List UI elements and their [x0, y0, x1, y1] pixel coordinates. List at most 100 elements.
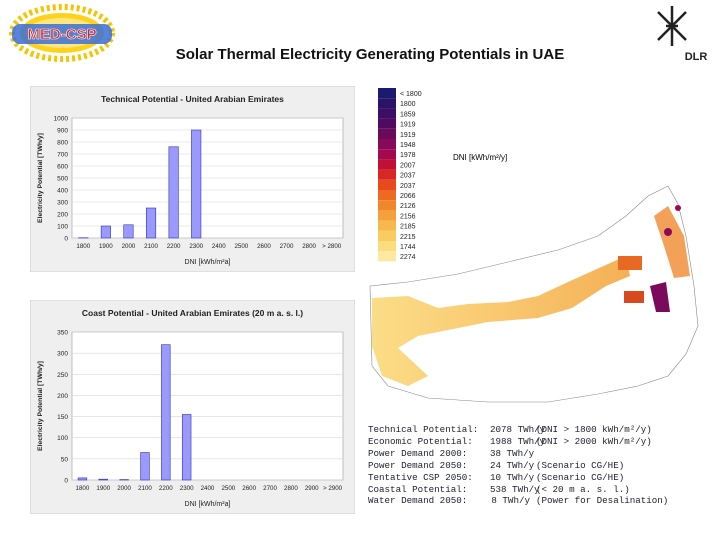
stat-row: Power Demand 2050: 24 TWh/y (Scenario CG/H… [368, 460, 713, 472]
y-tick-label: 350 [57, 330, 68, 337]
legend-label: 2215 [400, 234, 416, 241]
x-tick-label: 2600 [257, 243, 271, 250]
stat-label: Technical Potential: [368, 424, 479, 435]
y-tick-label: 900 [57, 128, 68, 135]
bar-1800 [77, 477, 88, 481]
coast-potential-chart: Coast Potential - United Arabian Emirate… [29, 299, 356, 515]
y-tick-label: 100 [57, 224, 68, 231]
legend-label: 2037 [400, 183, 416, 190]
potential-statistics: Technical Potential: 2078 TWh/y (DNI > 180… [368, 424, 713, 507]
stat-label: Water Demand 2050: [368, 495, 468, 507]
central-dni-patch [624, 291, 644, 303]
legend-label: 2185 [400, 224, 416, 231]
stat-label: Power Demand 2000: [368, 447, 468, 459]
bar-2200 [168, 146, 179, 239]
x-tick-label: 2500 [234, 243, 248, 250]
technical-potential-svg: Technical Potential - United Arabian Emi… [29, 85, 356, 273]
x-tick-label: 2500 [221, 485, 235, 492]
stat-value: 2078 TWh/y [490, 424, 546, 435]
y-tick-label: 1000 [54, 116, 69, 123]
legend-swatch [378, 210, 396, 221]
legend-swatch [378, 159, 396, 170]
stat-row: Tentative CSP 2050: 10 TWh/y (Scenario CG/… [368, 472, 713, 484]
dni-legend-title: DNI [kWh/m²/y] [453, 153, 508, 162]
bar-1900 [100, 225, 111, 239]
x-tick-label: 2300 [189, 243, 203, 250]
dlr-text: DLR [685, 51, 708, 63]
uae-outline [369, 185, 699, 403]
x-tick-label: 2200 [159, 485, 173, 492]
legend-label: 2156 [400, 213, 416, 220]
stat-value: 538 TWh/y [490, 483, 540, 495]
stat-note: (Scenario CG/HE) [536, 471, 625, 483]
legend-label: 1744 [400, 244, 416, 251]
x-tick-label: > 2900 [323, 485, 343, 492]
bar-2200 [161, 344, 171, 481]
stat-note: (Power for Desalination) [536, 495, 669, 507]
x-tick-label: 2800 [284, 485, 298, 492]
y-tick-label: 0 [64, 236, 68, 243]
y-axis-label: Electricity Potential [TWh/y] [37, 361, 44, 451]
x-tick-label: 2100 [144, 243, 158, 250]
legend-swatch [378, 241, 396, 252]
legend-label: 1919 [400, 122, 416, 129]
logo-band [12, 24, 112, 44]
x-tick-label: 1900 [99, 243, 113, 250]
legend-swatch [378, 200, 396, 211]
x-tick-label: 2700 [280, 243, 294, 250]
y-axis-label: Electricity Potential [TWh/y] [37, 133, 44, 223]
legend-label: 1948 [400, 142, 416, 149]
x-tick-label: 2600 [242, 485, 256, 492]
x-tick-label: 2000 [122, 243, 136, 250]
x-axis-label: DNI [kWh/m²a] [185, 259, 231, 266]
technical-potential-chart: Technical Potential - United Arabian Emi… [29, 85, 356, 273]
legend-label: 2007 [400, 162, 416, 169]
y-tick-label: 0 [64, 478, 68, 485]
x-tick-label: 2900 [305, 485, 319, 492]
legend-swatch [378, 220, 396, 231]
logo-text: MED-CSP [27, 26, 96, 43]
x-tick-label: > 2800 [322, 243, 342, 250]
bar-2300 [191, 129, 202, 239]
legend-label: < 1800 [400, 91, 422, 98]
y-tick-label: 300 [57, 200, 68, 207]
x-tick-label: 2700 [263, 485, 277, 492]
x-tick-label: 2800 [302, 243, 316, 250]
x-tick-label: 2100 [138, 485, 152, 492]
legend-swatch [378, 149, 396, 160]
page-title: Solar Thermal Electricity Generating Pot… [175, 46, 565, 63]
legend-label: 2066 [400, 193, 416, 200]
y-tick-label: 200 [57, 393, 68, 400]
x-tick-label: 2200 [167, 243, 181, 250]
legend-swatch [378, 190, 396, 201]
y-tick-label: 500 [57, 176, 68, 183]
stat-note: (DNI > 2000 kWh/m²/y) [536, 435, 652, 447]
stat-value: 1988 TWh/y [490, 435, 546, 447]
legend-swatch [378, 118, 396, 129]
stat-value: 38 TWh/y [490, 447, 535, 459]
legend-label: 1919 [400, 132, 416, 139]
y-tick-label: 300 [57, 351, 68, 358]
y-tick-label: 150 [57, 414, 68, 421]
stat-row: Power Demand 2000: 38 TWh/y [368, 448, 713, 460]
dni-map-svg: < 1800 1800 1859 1919 1919 1948 1978 2007 2037 20… [369, 88, 699, 403]
x-axis-label: DNI [kWh/m²a] [185, 501, 231, 508]
coast-potential-svg: Coast Potential - United Arabian Emirate… [29, 299, 356, 515]
dlr-emblem-icon [657, 6, 687, 46]
legend-label: 2126 [400, 203, 416, 210]
stat-note: (Scenario CG/HE) [536, 459, 625, 471]
legend-swatch [378, 179, 396, 190]
stat-value: 10 TWh/y [490, 471, 535, 483]
y-tick-label: 400 [57, 188, 68, 195]
bar-2000 [123, 224, 134, 239]
x-tick-label: 1800 [76, 485, 90, 492]
med-csp-logo: MED-CSP [4, 2, 124, 64]
hotspot-2 [675, 205, 681, 211]
east-dni-patch [618, 256, 642, 270]
bar-1900 [98, 478, 108, 481]
legend-swatch [378, 128, 396, 139]
stat-value: 8 TWh/y [491, 495, 530, 507]
legend-swatch [378, 169, 396, 180]
stat-label: Coastal Potential: [368, 483, 468, 495]
legend-swatch [378, 98, 396, 109]
